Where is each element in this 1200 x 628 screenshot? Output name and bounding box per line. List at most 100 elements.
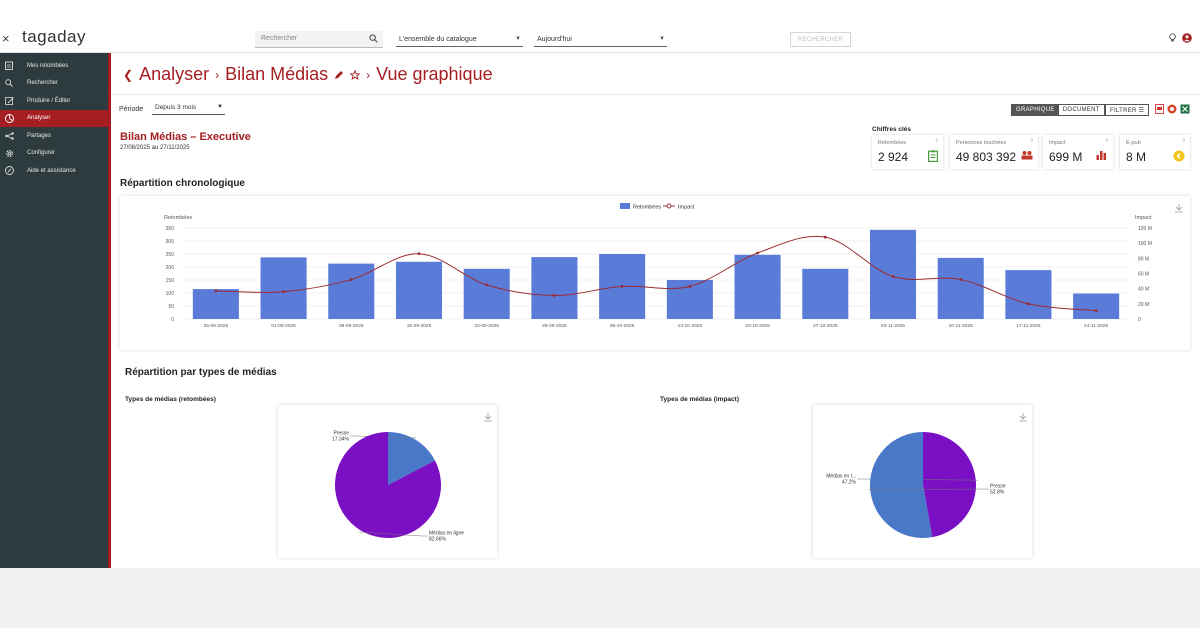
- y-tick-label-right: 60 M: [1138, 272, 1149, 278]
- y-tick-label-left: 50: [168, 304, 174, 310]
- section-title-chrono: Répartition chronologique: [120, 178, 245, 189]
- line-impact: [215, 235, 1097, 312]
- bar-retombees: [1073, 293, 1120, 319]
- chrono-chart: Retombées Impact Retombées Impact 0 50 100 150 2…: [164, 203, 1183, 329]
- pie-value-label: 17.34%: [332, 437, 350, 443]
- x-tick-label: 27-10-2025: [813, 323, 838, 329]
- point-impact: [214, 289, 218, 293]
- date-select[interactable]: Aujourd'hui ▼: [534, 33, 667, 47]
- search-icon[interactable]: [369, 34, 378, 43]
- y-tick-label-right: 80 M: [1138, 256, 1149, 262]
- tab-graphique[interactable]: GRAPHIQUE: [1012, 105, 1059, 115]
- pie-leader-line: [359, 531, 428, 537]
- download-icon: [1019, 413, 1027, 422]
- bar-retombees: [463, 268, 510, 319]
- top-icons: [1168, 33, 1192, 43]
- download-icon: [1175, 204, 1183, 213]
- pie-slice: [388, 432, 435, 485]
- view-toggle: GRAPHIQUE DOCUMENT: [1011, 104, 1105, 116]
- sidebar-item-analyser[interactable]: Analyser: [0, 109, 108, 127]
- point-impact: [891, 275, 895, 278]
- edit-icon: [4, 96, 14, 106]
- pie-leader-line: [868, 488, 989, 491]
- pie-card-impact: Médias en l... 47.2% Presse 52.8%: [813, 405, 1032, 558]
- filter-button[interactable]: FILTRER ☰: [1105, 104, 1150, 116]
- y-axis-title-right: Impact: [1135, 215, 1152, 221]
- sidebar-item-label: Mes retombées: [27, 62, 69, 69]
- pie-slice: [870, 432, 933, 538]
- search-button[interactable]: RECHERCHER: [790, 32, 851, 47]
- sidebar-item-rechercher[interactable]: Rechercher: [0, 75, 108, 93]
- point-impact: [485, 283, 489, 287]
- top-bar: × tagaday Rechercher L'ensemble du catal…: [0, 0, 1200, 53]
- legend-label-retombees: Retombées: [633, 205, 661, 211]
- point-impact: [620, 284, 624, 288]
- y-tick-label-left: 350: [166, 226, 175, 232]
- star-icon[interactable]: [350, 69, 361, 80]
- chevron-down-icon: ▼: [659, 36, 665, 42]
- pie-label: Médias en l...: [826, 474, 856, 480]
- period-select[interactable]: Depuis 3 mois ▼: [152, 103, 225, 115]
- clipboard-icon: [928, 150, 938, 162]
- tab-document[interactable]: DOCUMENT: [1058, 105, 1104, 115]
- kpi-label: Impact: [1049, 140, 1066, 146]
- breadcrumb-analyser[interactable]: Analyser: [139, 64, 210, 84]
- y-tick-label-right: 0: [1138, 317, 1141, 323]
- excel-export-icon[interactable]: [1180, 104, 1190, 114]
- bar-retombees: [937, 257, 984, 319]
- sidebar-item-mes-retombees[interactable]: Mes retombées: [0, 57, 108, 75]
- sidebar-item-produire[interactable]: Produire / Éditer: [0, 92, 108, 110]
- pencil-icon[interactable]: [334, 70, 344, 80]
- kpi-value: 49 803 392: [956, 150, 1017, 164]
- pie-label: Médias en ligne: [429, 531, 464, 537]
- search-placeholder: Rechercher: [261, 35, 298, 42]
- pdf-export-icon[interactable]: [1155, 104, 1164, 114]
- search-input[interactable]: Rechercher: [255, 31, 383, 48]
- sidebar: Mes retombées Rechercher Produire / Édit…: [0, 53, 108, 568]
- chart-icon: [4, 113, 14, 123]
- chevron-right-icon: ›: [215, 67, 220, 82]
- sidebar-item-label: Aide et assistance: [27, 167, 76, 174]
- sidebar-item-partages[interactable]: Partages: [0, 127, 108, 145]
- point-impact: [417, 252, 421, 256]
- catalog-select[interactable]: L'ensemble du catalogue ▼: [396, 33, 523, 47]
- section-title-media-types: Répartition par types de médias: [125, 367, 277, 378]
- x-tick-label: 08-09-2025: [339, 323, 364, 329]
- close-icon[interactable]: ×: [2, 31, 10, 46]
- pie-right-title: Types de médias (impact): [660, 396, 739, 403]
- kpi-label: E-pub: [1126, 140, 1141, 146]
- y-tick-label-right: 40 M: [1138, 287, 1149, 293]
- kpi-value: 8 M: [1126, 150, 1147, 164]
- breadcrumb-bilan-medias[interactable]: Bilan Médias: [225, 64, 329, 84]
- user-icon[interactable]: [1182, 33, 1192, 43]
- period-select-value: Depuis 3 mois: [155, 104, 197, 111]
- main-content: ❮ Analyser › Bilan Médias › Vue graphiqu…: [111, 53, 1200, 568]
- date-select-value: Aujourd'hui: [537, 36, 572, 43]
- y-axis-title-left: Retombées: [164, 215, 192, 221]
- x-tick-label: 10-11-2025: [949, 323, 974, 329]
- info-icon[interactable]: ?: [1105, 139, 1108, 145]
- x-tick-label: 06-10-2025: [610, 323, 635, 329]
- chevron-left-icon[interactable]: ❮: [123, 67, 134, 82]
- point-impact: [553, 294, 556, 297]
- info-icon[interactable]: ?: [1182, 139, 1185, 145]
- bar-retombees: [192, 289, 239, 319]
- powerpoint-export-icon[interactable]: [1167, 104, 1177, 114]
- x-tick-label: 20-10-2025: [745, 323, 770, 329]
- sidebar-accent-bar: [108, 53, 111, 568]
- info-icon[interactable]: ?: [935, 139, 938, 145]
- x-tick-label: 29-09-2025: [542, 323, 567, 329]
- sidebar-item-aide[interactable]: Aide et assistance: [0, 162, 108, 180]
- sidebar-item-label: Analyser: [27, 115, 51, 122]
- lightbulb-icon[interactable]: [1168, 33, 1177, 43]
- filter-button-label: FILTRER: [1110, 108, 1137, 114]
- breadcrumb-vue-graphique: Vue graphique: [376, 64, 493, 84]
- people-icon: [1021, 151, 1033, 160]
- logo[interactable]: tagaday: [22, 27, 86, 46]
- info-icon[interactable]: ?: [1030, 139, 1033, 145]
- breadcrumb: ❮ Analyser › Bilan Médias › Vue graphiqu…: [123, 64, 493, 85]
- x-tick-label: 01-09-2025: [271, 323, 296, 329]
- bar-retombees: [260, 257, 307, 319]
- sidebar-item-configurer[interactable]: Configurer: [0, 145, 108, 163]
